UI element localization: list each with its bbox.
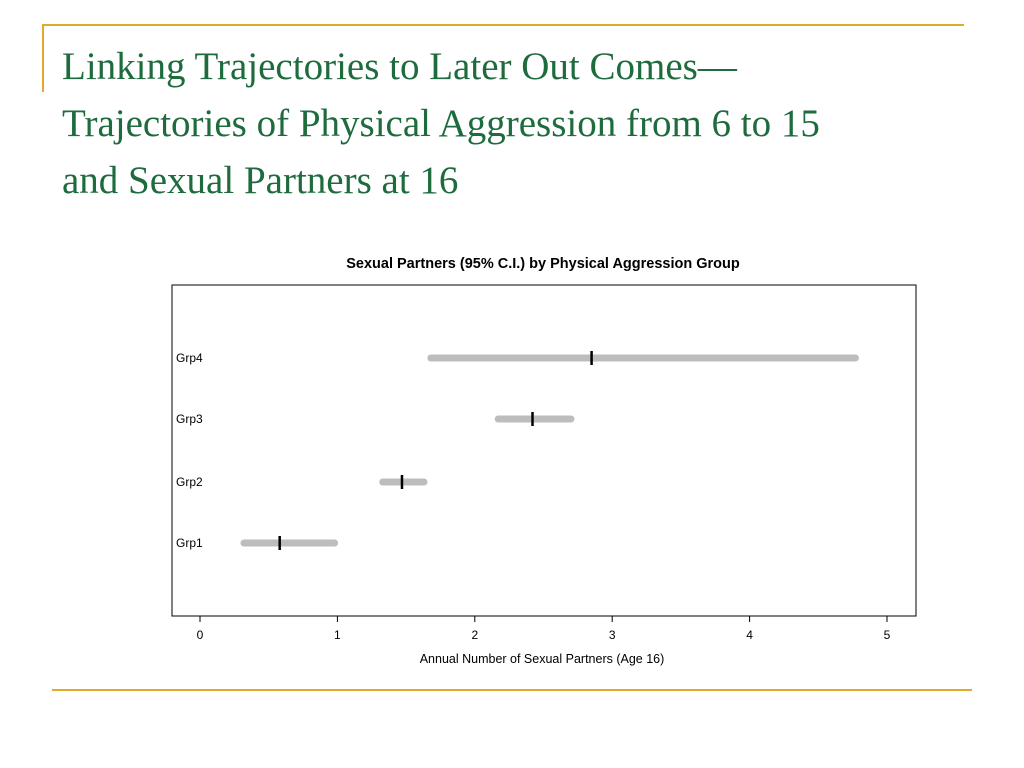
x-tick-label: 1 [334, 628, 341, 642]
x-tick-label: 0 [197, 628, 204, 642]
x-tick-label: 4 [746, 628, 753, 642]
bottom-rule [52, 689, 972, 691]
chart-title: Sexual Partners (95% C.I.) by Physical A… [346, 256, 740, 272]
top-rule [42, 24, 964, 26]
x-tick-label: 3 [609, 628, 616, 642]
interval-chart: Sexual Partners (95% C.I.) by Physical A… [171, 256, 917, 666]
category-label: Grp2 [176, 475, 203, 489]
chart-marks: 0 1 2 3 4 5 Grp4 Grp3 Grp2 Grp1 [176, 351, 891, 642]
category-label: Grp3 [176, 412, 203, 426]
category-label: Grp4 [176, 351, 203, 365]
category-label: Grp1 [176, 536, 203, 550]
x-axis-label: Annual Number of Sexual Partners (Age 16… [420, 652, 665, 666]
slide-title-line-3: and Sexual Partners at 16 [62, 159, 459, 202]
plot-frame [171, 284, 917, 617]
left-rule [42, 24, 44, 92]
x-tick-label: 2 [471, 628, 478, 642]
slide-title: Linking Trajectories to Later Out Comes—… [62, 38, 962, 209]
slide-title-line-2: Trajectories of Physical Aggression from… [62, 102, 820, 145]
x-tick-label: 5 [884, 628, 891, 642]
slide-title-line-1: Linking Trajectories to Later Out Comes— [62, 45, 737, 88]
